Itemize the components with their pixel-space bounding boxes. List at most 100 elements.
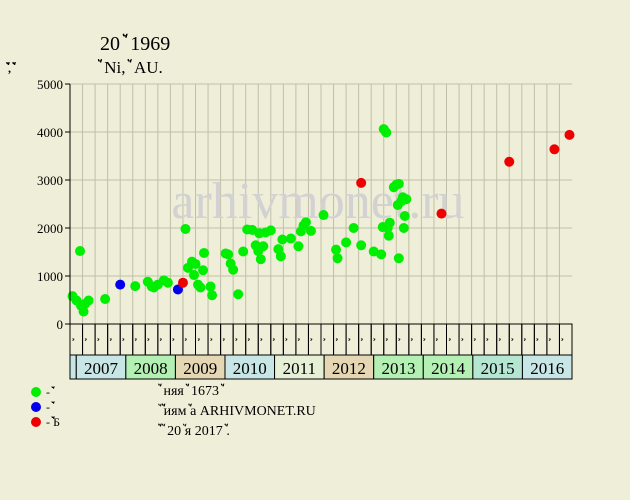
data-point <box>188 270 199 281</box>
period-label: ꙽꙽ <box>410 338 413 342</box>
period-label: ꙽꙽ <box>485 338 488 342</box>
data-point <box>233 289 244 300</box>
data-point <box>436 208 447 219</box>
data-point <box>356 177 367 188</box>
period-label: ꙽꙽ <box>297 338 300 342</box>
legend-marker <box>31 417 41 427</box>
period-label: ꙽꙽ <box>172 338 175 342</box>
data-point <box>258 241 269 252</box>
data-point <box>195 282 206 293</box>
data-point <box>275 251 286 262</box>
period-label: ꙽꙽ <box>511 338 514 342</box>
data-point <box>78 306 89 317</box>
period-cell <box>408 323 422 356</box>
legend: - ꙽꙽꙽- ꙽꙽꙽- ꙽꙽꙽꙽Б <box>31 385 60 429</box>
legend-marker <box>31 402 41 412</box>
period-label: ꙽꙽ <box>209 338 212 342</box>
period-label: ꙽꙽ <box>272 338 275 342</box>
period-label: ꙽꙽ <box>360 338 363 342</box>
data-points <box>67 124 575 317</box>
legend-marker <box>31 387 41 397</box>
period-label: ꙽꙽ <box>121 338 124 342</box>
data-point <box>564 129 575 140</box>
data-point <box>399 211 410 221</box>
data-point <box>398 223 409 233</box>
year-cell <box>224 354 276 380</box>
period-label: ꙽꙽ <box>523 338 526 342</box>
year-cell <box>521 354 573 380</box>
data-point <box>207 290 218 301</box>
data-point <box>190 259 201 269</box>
data-point <box>348 223 359 233</box>
period-label: ꙽꙽ <box>536 338 539 342</box>
period-label: ꙽꙽ <box>71 338 74 342</box>
data-point <box>205 281 216 292</box>
period-label: ꙽꙽ <box>385 338 388 342</box>
year-cell <box>373 354 424 380</box>
period-label: ꙽꙽ <box>372 338 375 342</box>
data-point <box>223 249 234 260</box>
data-point <box>300 217 311 228</box>
year-label: 2012 <box>332 359 366 378</box>
legend-label: - ꙽꙽꙽ <box>46 400 55 414</box>
period-label: ꙽꙽ <box>398 338 401 342</box>
period-label: ꙽꙽ <box>310 338 313 342</box>
y-tick-label: 2000 <box>37 221 63 236</box>
data-point <box>255 254 266 265</box>
data-point <box>332 253 343 264</box>
period-label: ꙽꙽ <box>260 338 263 342</box>
period-label: ꙽꙽ <box>473 338 476 342</box>
period-label: ꙽꙽ <box>561 338 564 342</box>
data-point <box>331 244 342 255</box>
data-point <box>115 279 126 290</box>
year-label: 2008 <box>134 359 168 378</box>
year-cell <box>174 354 226 380</box>
period-cell <box>220 323 234 356</box>
data-point <box>341 237 352 248</box>
period-label: ꙽꙽ <box>322 338 325 342</box>
chart-title: 20 ꙽꙽꙽ 1969 <box>100 33 170 55</box>
y-unit-label: ꙽꙽, ꙽꙽ <box>6 61 16 75</box>
year-label: 2014 <box>431 359 466 378</box>
data-point <box>180 223 191 234</box>
period-label: ꙽꙽ <box>335 338 338 342</box>
y-tick-label: 3000 <box>37 173 63 188</box>
data-point <box>356 240 367 251</box>
plot-area <box>70 83 572 324</box>
data-point <box>285 233 296 244</box>
data-point <box>277 234 288 245</box>
period-label: ꙽꙽ <box>247 338 250 342</box>
period-label: ꙽꙽ <box>285 338 288 342</box>
period-label: ꙽꙽ <box>96 338 99 342</box>
y-tick-label: 5000 <box>37 77 63 92</box>
period-label: ꙽꙽ <box>498 338 501 342</box>
y-tick-label: 4000 <box>37 125 63 140</box>
data-point <box>504 156 515 167</box>
data-point <box>293 241 304 252</box>
year-label: 2011 <box>283 359 316 378</box>
period-cell <box>345 323 360 356</box>
data-point <box>75 246 86 257</box>
period-label: ꙽꙽ <box>460 338 463 342</box>
period-label: ꙽꙽ <box>147 338 150 342</box>
year-label: 2009 <box>183 359 217 378</box>
period-label: ꙽꙽ <box>448 338 451 342</box>
legend-label: - ꙽꙽꙽꙽Б <box>46 415 60 429</box>
info-block: ꙽꙽ няя ꙽꙽ 1673 ꙽꙽꙽ ꙽꙽꙽иям ꙽꙽а ARHIVMONET… <box>158 383 316 439</box>
watermark: arhivmonet.ru <box>171 173 464 230</box>
data-point <box>393 178 404 189</box>
data-point <box>318 210 329 221</box>
period-label: ꙽꙽ <box>109 338 112 342</box>
period-label: ꙽꙽ <box>134 338 137 342</box>
legend-label: - ꙽꙽꙽ <box>46 385 55 399</box>
data-point <box>162 277 173 288</box>
period-label: ꙽꙽ <box>234 338 237 342</box>
period-cell <box>157 323 171 356</box>
data-point <box>199 247 210 258</box>
year-cell <box>422 354 474 380</box>
data-point <box>376 249 387 260</box>
data-point <box>238 246 249 257</box>
period-cell <box>282 323 297 356</box>
